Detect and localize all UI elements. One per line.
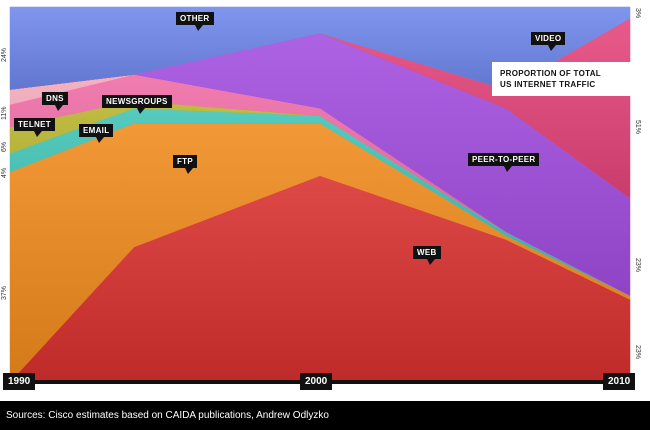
area-shade-ftp	[10, 123, 630, 383]
left-edge-label-1: 24%	[1, 47, 8, 62]
label-web: WEB	[413, 246, 441, 265]
label-other: OTHER	[176, 12, 214, 31]
left-edge-label-4: 4%	[1, 167, 8, 178]
label-video: VIDEO	[531, 32, 566, 51]
year-2000: 2000	[300, 373, 333, 390]
label-dns: DNS	[42, 92, 68, 111]
area-shade-video	[10, 18, 630, 199]
right-edge-label-1: 3%	[634, 8, 641, 19]
area-shade-web	[10, 175, 630, 382]
left-edge-label-2: 11%	[1, 106, 8, 121]
chart-title: PROPORTION OF TOTAL US INTERNET TRAFFIC	[492, 62, 646, 96]
chart-title-line-2: US INTERNET TRAFFIC	[500, 80, 596, 89]
left-edge-label-3: 6%	[1, 141, 8, 152]
sources-footer: Sources: Cisco estimates based on CAIDA …	[0, 401, 650, 430]
chart-title-line-1: PROPORTION OF TOTAL	[500, 69, 601, 78]
right-edge-label-2: 51%	[634, 120, 641, 135]
right-edge-label-3: 23%	[634, 258, 641, 273]
left-edge-label-5: 37%	[1, 285, 8, 300]
label-peer-to-peer: PEER-TO-PEER	[468, 153, 540, 172]
right-edge-label-4: 23%	[634, 345, 641, 360]
area-shade-telnet	[10, 100, 630, 296]
year-2010: 2010	[603, 373, 636, 390]
area-shade-other	[10, 7, 630, 90]
label-telnet: TELNET	[14, 118, 55, 137]
label-ftp: FTP	[173, 155, 198, 174]
area-shade-newsgroups	[10, 74, 630, 296]
label-email: EMAIL	[79, 124, 114, 143]
label-newsgroups: NEWSGROUPS	[102, 95, 172, 114]
year-1990: 1990	[3, 373, 36, 390]
area-shade-peer-to-peer	[10, 33, 630, 296]
